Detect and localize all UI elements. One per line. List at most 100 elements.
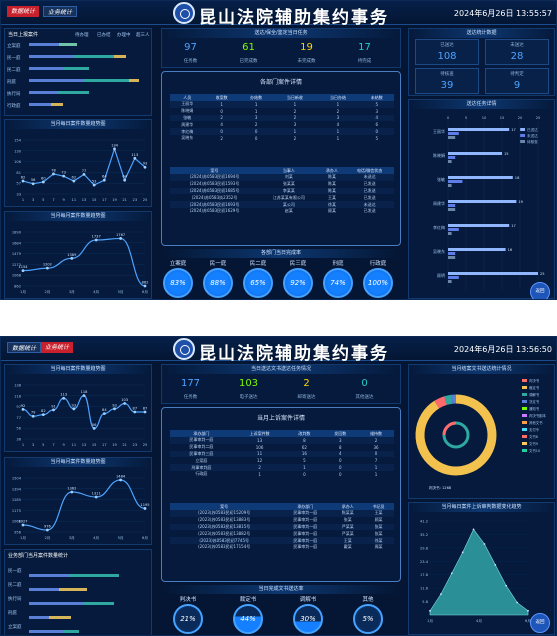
bar-segment	[129, 79, 139, 82]
monthly-trend-panel: 当月每月案件数量趋势图 1890 1684 1479 1273 1068 862 1154 1…	[4, 211, 152, 299]
kpi-label: 其他送达	[355, 395, 374, 400]
table-row[interactable]: 周建华 4 2 3 4 6	[181, 121, 379, 128]
legend-swatch	[522, 386, 527, 389]
bar-segment	[49, 616, 71, 619]
kpi-value: 177	[180, 378, 201, 389]
x-tick-label: 25	[143, 443, 148, 447]
data-label: 1202	[43, 263, 52, 267]
data-point	[21, 179, 25, 183]
table-row[interactable]: 立案庭 12 5 0 7	[195, 457, 378, 464]
col-header: 承办部门	[170, 430, 233, 437]
table-row[interactable]: 李红梅 0 0 1 1 0	[170, 128, 394, 135]
rate-gauge: 83%	[163, 268, 193, 298]
table-row[interactable]: (2023)苏0583民初15209号 民事审判一庭 陈某某 王某	[170, 510, 394, 517]
y-tick-label: 1273	[12, 263, 21, 267]
table-row[interactable]: (2024)苏0583民初1593号 张某某 陈某 已发送	[189, 181, 376, 187]
data-point	[113, 147, 116, 151]
table-row[interactable]: (2023)苏0583民初13882号 民事审判一庭 严某某 张某	[198, 530, 383, 536]
table-row[interactable]: (2023)苏0583民初17154号 民事审判一庭 戴某 周某	[198, 544, 383, 550]
table-row[interactable]: (2023)苏0583民初7745号 民事审判一庭 王某 徐某	[170, 537, 394, 544]
legend-swatch	[522, 414, 527, 417]
bar	[448, 272, 538, 275]
legend-swatch	[522, 435, 527, 438]
bar-segment	[29, 79, 84, 82]
table-row[interactable]: (2023)苏0583民初13815号 民事审判一庭 严某某 张某	[170, 523, 394, 531]
panel-title: 当日上报案件	[8, 32, 39, 38]
x-tick-label: 25	[143, 198, 148, 202]
kpi-label: 待核查	[440, 72, 454, 77]
data-label: 134	[111, 143, 119, 147]
kpi-label: 待完成	[357, 59, 372, 64]
top-bar: 数据统计 业务统计 昆山法院辅助集约事务 2024年6月26日 13:55:57	[1, 1, 556, 28]
table-row[interactable]: (2023)苏0583民初13883号 民事审判一庭 张某 顾某	[198, 517, 383, 523]
table-row[interactable]: 张敏 2 3 2 3 4	[170, 114, 394, 122]
table-row[interactable]: 吴晓东 2 0 2 1 5	[181, 135, 379, 141]
data-point	[21, 523, 25, 527]
y-tick-label: 130	[14, 149, 22, 153]
legend-label: 文书8	[529, 434, 538, 439]
donut-slice	[444, 394, 453, 405]
table-row[interactable]: 陈晓娟 0 1 2 2 3	[181, 108, 379, 114]
y-category-label: 王丽华	[433, 128, 445, 134]
table-row[interactable]: (2024)苏0583民初1693号 某公司 徐某 未送达	[170, 201, 394, 208]
monthly-trend-line-chart: 1504 1394 1285 1175 1066 956 1027 1月 976 2月 1362 3月…	[12, 474, 150, 540]
kpi-value: 97	[184, 42, 197, 53]
row-label: 民一庭	[8, 569, 22, 574]
bar-segment	[29, 67, 64, 70]
row-label: 民一庭	[7, 56, 21, 61]
table-row[interactable]: 民事审判三庭 11 16 4 0	[170, 450, 394, 458]
data-label: 113	[131, 153, 138, 157]
kpi-verify: 待核查 39	[415, 68, 479, 94]
x-tick-label: 15	[92, 198, 97, 202]
datetime-display: 2024年6月26日 13:56:50	[453, 345, 552, 354]
tab-data-stats[interactable]: 数据统计	[7, 342, 42, 353]
tab-business-stats[interactable]: 业务统计	[43, 6, 78, 17]
data-label: 1311	[92, 492, 101, 496]
bar	[448, 224, 510, 227]
row-label: 刑庭	[8, 611, 17, 616]
x-tick-label: 5	[465, 116, 467, 120]
y-tick-label: 1504	[12, 477, 22, 481]
table-row[interactable]: 刑事审判庭 2 1 0 1	[170, 464, 394, 471]
rate-gauge: 88%	[203, 268, 233, 298]
y-tick-label: 41.2	[420, 520, 428, 524]
y-tick-label: 1684	[12, 241, 22, 245]
kpi-undone: 19 未完成数	[288, 37, 325, 69]
table-row[interactable]: 行政庭 1 0 0 1	[195, 471, 378, 477]
table-row[interactable]: 王丽华 1 1 1 1 5	[170, 101, 394, 108]
stacked-bar-chart	[29, 43, 139, 106]
rate-label: 民三庭	[289, 261, 307, 267]
table-row[interactable]: (2024)苏0583民初1629号 赵某 顾某 已发送	[189, 208, 376, 214]
data-point	[119, 478, 122, 482]
daily-trend-line-chart: 1381189777563692179382591711399311118135…	[14, 384, 148, 448]
table-row[interactable]: (2024)苏0583民初1694号 刘某 陈某 未送达	[170, 174, 394, 181]
x-tick-label: 21	[122, 198, 127, 202]
table-row[interactable]: (2024)苏0583民初1685号 李某某 陈某 已发送	[170, 187, 394, 195]
tab-business-stats[interactable]: 业务统计	[41, 342, 74, 353]
data-point	[527, 609, 529, 612]
bar	[448, 252, 456, 255]
kpi-undelivered: 未送达 28	[485, 39, 549, 65]
back-button[interactable]: 返回	[530, 613, 550, 633]
x-tick-label: 5月	[118, 535, 124, 540]
back-button[interactable]: 返回	[530, 282, 550, 299]
y-tick-label: 118	[14, 394, 22, 398]
y-tick-label: 1394	[12, 487, 22, 491]
table-row[interactable]: (2024)苏0583执2352号 江苏某某有限公司 王某 已发送	[191, 194, 376, 200]
rate-label: 行政庭	[369, 261, 387, 267]
y-tick-label: 36	[16, 438, 21, 442]
x-tick-label: 19	[112, 198, 117, 202]
x-tick-label: 3月	[69, 535, 75, 540]
x-tick-label: 4月	[93, 535, 99, 540]
panel-title: 各部门案件详情	[259, 79, 302, 86]
data-point	[62, 396, 66, 400]
table-row[interactable]: 民事审判一庭 13 8 3 2	[170, 437, 394, 444]
tab-data-stats[interactable]: 数据统计	[7, 6, 40, 17]
rate-gauge: 5%	[353, 604, 383, 634]
daily-trend-line-chart: 154 130 106 81 57 33 62 1 56 3 60 5 78 7 73 9 62 11 77 13 53…	[14, 139, 148, 203]
table-row[interactable]: 民事审判二庭 106 62 8 36	[189, 444, 379, 450]
kpi-total: 177 任务数	[172, 373, 209, 405]
y-category-label: 李红梅	[433, 224, 445, 230]
kpi-value: 108	[437, 51, 457, 62]
data-point	[143, 284, 147, 288]
